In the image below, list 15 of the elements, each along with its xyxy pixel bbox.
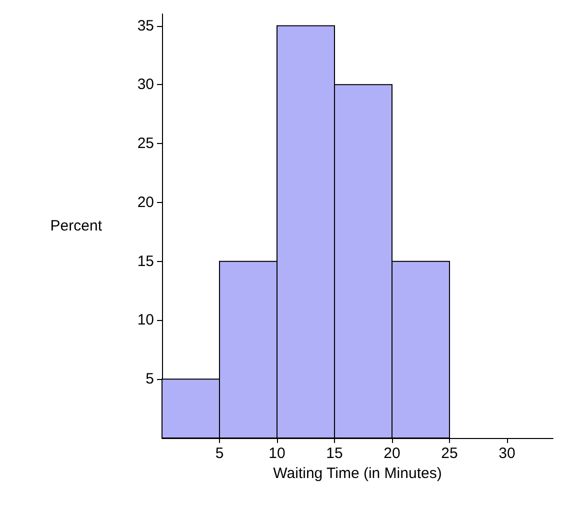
x-tick-label: 15 xyxy=(326,445,343,462)
y-tick-label: 30 xyxy=(137,76,154,94)
y-tick-label: 35 xyxy=(137,17,154,34)
x-axis-title: Waiting Time (in Minutes) xyxy=(273,465,442,482)
x-tick-label: 5 xyxy=(215,445,224,462)
x-tick-label: 25 xyxy=(441,445,458,462)
y-tick-label: 25 xyxy=(137,135,154,152)
x-tick-label: 20 xyxy=(384,445,400,462)
y-axis-title: Percent xyxy=(50,218,103,234)
y-tick-label: 15 xyxy=(137,252,154,270)
y-tick-label: 5 xyxy=(146,370,154,388)
y-tick-label: 10 xyxy=(137,312,154,329)
y-tick-label: 20 xyxy=(137,194,154,211)
x-tick-label: 10 xyxy=(268,445,286,462)
x-tick-label: 30 xyxy=(498,445,516,462)
